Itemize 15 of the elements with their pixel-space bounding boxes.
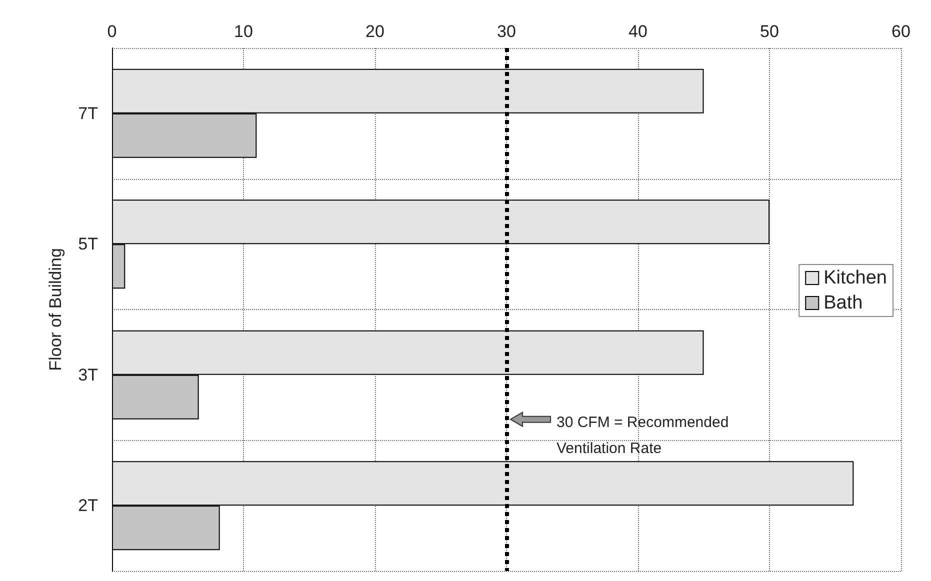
y-tick-label: 3T (78, 365, 98, 384)
x-tick-label: 30 (497, 22, 516, 41)
x-tick-label: 50 (760, 22, 779, 41)
y-tick-label: 5T (78, 234, 98, 254)
legend-label: Kitchen (824, 268, 887, 288)
y-tick-label: 7T (78, 104, 98, 123)
y-tick-label: 2T (78, 496, 98, 516)
legend-label: Bath (824, 292, 863, 314)
x-tick-label: 20 (366, 22, 384, 41)
y-axis-title: Floor of Building (46, 248, 65, 371)
x-tick-label: 10 (234, 22, 253, 41)
x-tick-label: 60 (892, 22, 910, 41)
x-tick-label: 40 (628, 22, 648, 41)
x-tick-label: 0 (107, 22, 117, 41)
annotation: 30 CFM = Recommended Ventilation Rate (556, 414, 729, 457)
